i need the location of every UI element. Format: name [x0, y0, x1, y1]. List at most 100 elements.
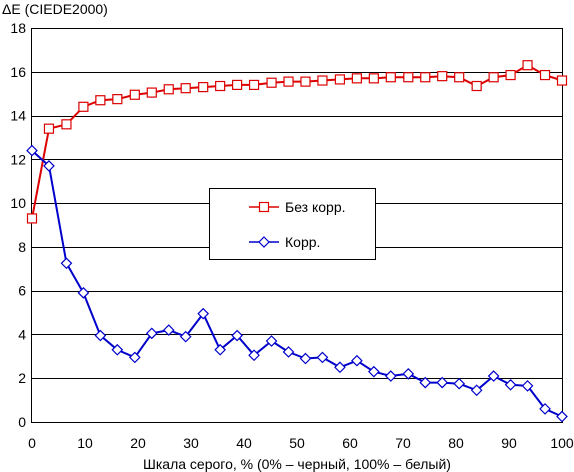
data-point	[77, 287, 90, 299]
data-point	[248, 349, 260, 362]
y-tick-label: 0	[18, 414, 26, 430]
data-point	[539, 403, 551, 415]
data-point	[556, 410, 568, 423]
data-point	[283, 76, 294, 87]
series-layer	[26, 60, 568, 423]
data-point	[420, 72, 431, 83]
data-point	[368, 365, 380, 378]
data-point	[488, 72, 499, 83]
data-point	[368, 73, 379, 84]
data-point	[317, 75, 328, 86]
data-point	[436, 376, 449, 389]
y-tick-label: 2	[18, 370, 26, 386]
data-point	[300, 76, 311, 87]
series-no-correction	[26, 60, 568, 224]
data-point	[43, 160, 55, 172]
data-point	[43, 123, 55, 134]
data-point	[128, 351, 141, 364]
data-point	[487, 370, 500, 382]
data-point	[112, 94, 123, 105]
legend: Без корр. Корр.	[209, 188, 376, 260]
data-point	[299, 352, 312, 365]
data-point	[180, 83, 191, 94]
x-axis-tick-labels: 0 10 20 30 40 50 60 70 80 90 100	[28, 435, 574, 451]
x-tick-label: 70	[395, 435, 411, 451]
data-point	[384, 370, 397, 382]
data-point	[419, 376, 432, 389]
legend-marker-square-icon	[258, 201, 270, 213]
x-tick-label: 40	[236, 435, 252, 451]
data-point	[197, 307, 210, 320]
data-point	[334, 361, 346, 374]
data-point	[282, 346, 295, 358]
data-point	[231, 329, 243, 342]
data-point	[453, 377, 466, 390]
x-tick-label: 90	[501, 435, 517, 451]
data-point	[521, 380, 534, 392]
x-tick-label: 100	[550, 435, 574, 451]
legend-label-no-correction: Без корр.	[285, 199, 346, 215]
y-axis-tick-labels: 0 2 4 6 8 10 12 14 16 18	[10, 20, 26, 430]
y-tick-label: 10	[10, 195, 26, 211]
x-tick-label: 60	[342, 435, 358, 451]
data-point	[470, 384, 483, 397]
y-tick-label: 4	[18, 326, 26, 342]
data-point	[316, 351, 329, 364]
data-point	[266, 77, 277, 88]
x-tick-label: 10	[77, 435, 93, 451]
data-point	[385, 72, 396, 83]
data-point	[522, 60, 533, 71]
x-axis-title: Шкала серого, % (0% – черный, 100% – бел…	[143, 456, 451, 472]
y-tick-label: 16	[10, 64, 26, 80]
data-point	[437, 71, 448, 82]
data-point	[26, 144, 38, 157]
legend-marker-diamond-icon	[258, 236, 270, 248]
data-point	[265, 335, 278, 347]
data-point	[61, 119, 72, 130]
data-point	[454, 72, 465, 83]
y-tick-label: 14	[10, 108, 26, 124]
y-tick-label: 6	[18, 283, 26, 299]
data-point	[95, 95, 106, 106]
plot-area-border	[31, 28, 563, 423]
y-tick-label: 8	[18, 239, 26, 255]
data-point	[94, 329, 107, 342]
data-point	[198, 81, 209, 93]
data-point	[129, 89, 140, 100]
data-point	[78, 101, 89, 112]
data-point	[215, 80, 226, 92]
data-point	[214, 343, 226, 356]
data-point	[504, 378, 517, 391]
y-tick-label: 12	[10, 151, 26, 167]
y-axis-title: ΔE (CIEDE2000)	[2, 1, 108, 17]
data-point	[26, 213, 38, 224]
data-point	[539, 69, 551, 81]
data-point	[146, 87, 157, 98]
data-point	[248, 79, 260, 91]
legend-label-correction: Корр.	[285, 234, 320, 250]
x-tick-label: 20	[130, 435, 146, 451]
data-point	[162, 324, 175, 336]
x-tick-label: 80	[448, 435, 464, 451]
legend-item-no-correction: Без корр.	[249, 199, 346, 215]
data-point	[556, 75, 568, 86]
series-correction	[26, 144, 568, 423]
data-point	[403, 72, 414, 83]
data-point	[334, 74, 346, 85]
y-tick-label: 18	[10, 20, 26, 36]
x-tick-label: 30	[183, 435, 199, 451]
x-tick-label: 0	[28, 435, 36, 451]
data-point	[505, 69, 516, 81]
data-point	[163, 84, 174, 95]
data-point	[111, 343, 124, 356]
data-point	[179, 330, 192, 343]
x-tick-label: 50	[289, 435, 305, 451]
data-point	[232, 79, 243, 91]
data-point	[351, 354, 363, 367]
data-point	[145, 327, 158, 340]
legend-box	[209, 188, 376, 260]
data-point	[471, 80, 482, 92]
data-point	[60, 257, 73, 270]
data-point	[351, 73, 362, 84]
